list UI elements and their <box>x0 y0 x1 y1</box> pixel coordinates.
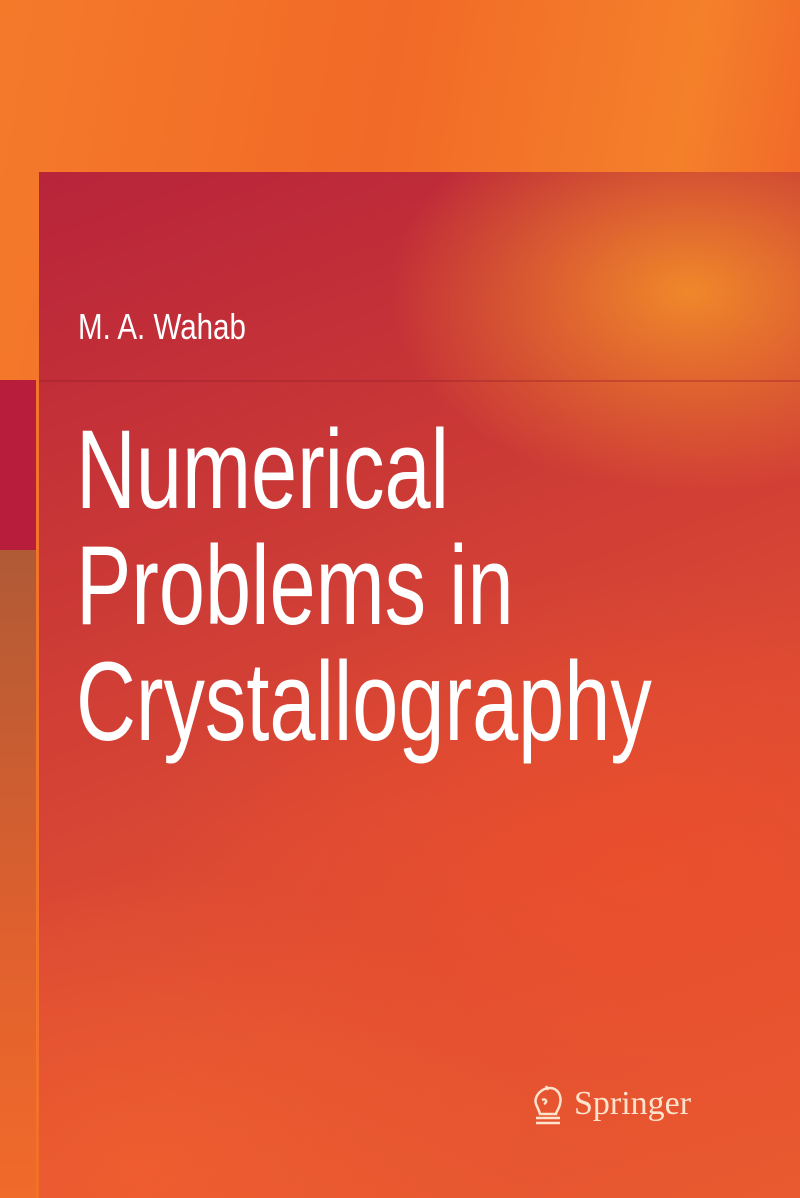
author-name: M. A. Wahab <box>78 306 246 347</box>
title-line: Problems in <box>76 523 514 648</box>
accent-strip-lower <box>0 550 36 1198</box>
title-line: Numerical <box>76 407 450 532</box>
cover-panel <box>39 172 800 1198</box>
knight-chess-icon <box>534 1085 562 1125</box>
publisher-logo: Springer <box>528 1082 691 1126</box>
book-title: Numerical Problems in Crystallography <box>76 412 652 760</box>
title-line: Crystallography <box>76 639 652 764</box>
divider <box>39 380 800 382</box>
accent-strip <box>0 380 36 550</box>
publisher-name: Springer <box>574 1085 692 1122</box>
